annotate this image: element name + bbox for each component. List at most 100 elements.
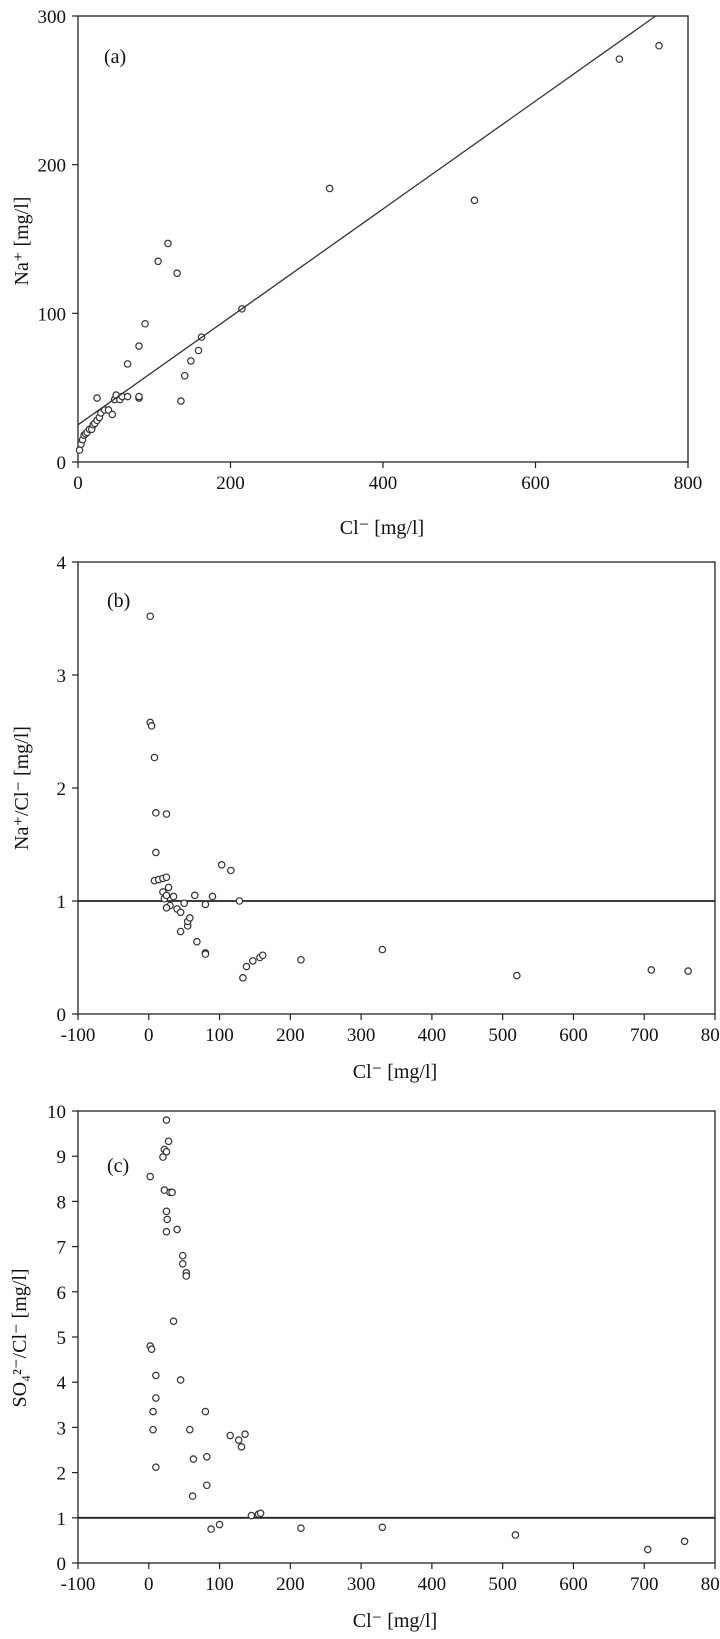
data-point	[162, 873, 171, 882]
data-point	[647, 966, 656, 974]
y-tick-label: 1	[57, 1509, 67, 1530]
data-point	[149, 1407, 157, 1416]
data-point	[325, 184, 334, 193]
x-tick-label: 200	[216, 473, 245, 494]
panel-c-plot-frame	[77, 1110, 716, 1564]
y-tick-label: 7	[57, 1238, 67, 1259]
data-point	[162, 903, 171, 912]
data-point	[643, 1545, 652, 1554]
x-tick-label: 800	[701, 1025, 720, 1046]
y-tick-label: 0	[57, 1005, 67, 1026]
y-tick-label: 5	[57, 1328, 67, 1349]
panel-b-y-axis-label: Na⁺/Cl⁻ [mg/l]	[11, 726, 33, 850]
x-tick-label: 600	[521, 473, 550, 494]
panel-a: 0 200 400 600 800 0 100 200 300 (a) Cl⁻ [mg/l] N…	[11, 7, 702, 539]
x-tick-label: 700	[630, 1025, 659, 1046]
data-point	[247, 1511, 256, 1520]
y-tick-label: 2	[57, 1464, 67, 1485]
y-tick-label: 9	[57, 1147, 67, 1168]
x-tick-label: -100	[61, 1025, 96, 1046]
y-tick-label: 100	[38, 304, 67, 325]
data-point	[135, 392, 143, 401]
data-point	[207, 1525, 215, 1533]
x-tick-label: 500	[488, 1025, 517, 1046]
data-point	[511, 1531, 520, 1539]
data-point	[182, 1272, 191, 1280]
x-tick-label: 300	[347, 1025, 376, 1046]
x-tick-label: 600	[559, 1574, 588, 1595]
data-point	[123, 360, 132, 368]
data-point	[169, 1317, 178, 1325]
data-point	[297, 955, 305, 964]
data-point	[141, 319, 149, 328]
data-point	[162, 1147, 171, 1156]
data-point	[176, 927, 185, 936]
data-point	[162, 1116, 171, 1124]
data-point	[159, 1153, 167, 1161]
x-tick-label: 600	[559, 1025, 588, 1046]
data-point	[178, 1259, 187, 1268]
data-point	[152, 848, 160, 857]
x-tick-label: 200	[276, 1025, 305, 1046]
panel-a-x-axis-label: Cl⁻ [mg/l]	[340, 517, 424, 539]
data-point	[146, 1172, 154, 1181]
data-point	[93, 394, 101, 402]
x-tick-label: 700	[630, 1574, 659, 1595]
panel-a-plot-frame	[77, 15, 689, 463]
data-point	[108, 410, 117, 419]
data-point	[180, 371, 189, 380]
data-point	[176, 908, 185, 917]
data-point	[180, 899, 188, 908]
data-point	[178, 1251, 187, 1260]
data-point	[256, 1509, 265, 1518]
data-point	[152, 1463, 160, 1471]
x-tick-label: 400	[418, 1574, 447, 1595]
y-tick-label: 1	[57, 892, 67, 913]
data-point	[152, 1394, 160, 1402]
data-point	[163, 1215, 171, 1224]
data-point	[378, 1523, 387, 1532]
data-point	[162, 810, 171, 818]
x-tick-label: 100	[205, 1574, 234, 1595]
data-point	[249, 957, 257, 965]
x-tick-label: 500	[488, 1574, 517, 1595]
data-point	[164, 239, 172, 248]
panel-a-label: (a)	[104, 46, 126, 68]
data-point	[187, 357, 195, 365]
data-point	[173, 269, 181, 277]
x-tick-label: 0	[144, 1574, 154, 1595]
data-point	[135, 342, 143, 350]
data-point	[164, 1137, 173, 1146]
data-point	[684, 967, 692, 975]
x-tick-label: 100	[205, 1025, 234, 1046]
panel-c-x-axis-label: Cl⁻ [mg/l]	[353, 1610, 437, 1632]
data-point	[226, 1431, 234, 1440]
panel-a-trendline	[77, 15, 657, 426]
data-point	[513, 971, 521, 980]
data-point	[258, 951, 267, 960]
data-point	[177, 397, 185, 405]
data-point	[235, 897, 244, 905]
x-tick-label: 0	[73, 473, 83, 494]
data-point	[189, 1455, 198, 1463]
data-point	[193, 937, 201, 946]
x-tick-label: -100	[61, 1574, 96, 1595]
data-point	[190, 891, 199, 900]
data-point	[234, 1436, 243, 1444]
panel-a-ticks: 0 200 400 600 800 0 100 200 300	[38, 7, 703, 494]
x-tick-label: 800	[701, 1574, 720, 1595]
panel-a-points	[75, 41, 663, 454]
x-tick-label: 0	[144, 1025, 154, 1046]
data-point	[215, 1520, 224, 1529]
data-point	[123, 392, 132, 401]
data-point	[227, 866, 235, 875]
data-point	[188, 1492, 197, 1500]
data-point	[149, 1425, 157, 1434]
data-point	[162, 1227, 171, 1236]
data-point	[203, 1452, 211, 1461]
data-point	[470, 196, 479, 205]
y-tick-label: 0	[57, 453, 67, 474]
data-point	[168, 1188, 176, 1197]
data-point	[186, 914, 194, 922]
panel-b: -100010020030040050060070080001234 (b) C…	[11, 553, 720, 1083]
